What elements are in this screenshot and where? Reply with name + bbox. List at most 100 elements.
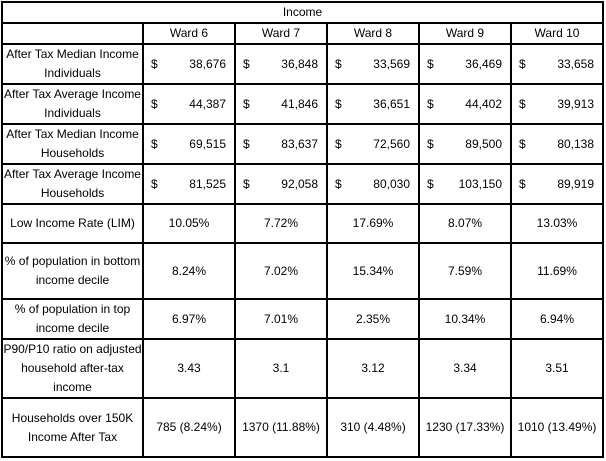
cell: 8.24% [142, 242, 236, 300]
table-row: After Tax Average Income Households $81,5… [1, 163, 605, 205]
cell-value: 44,387 [189, 96, 226, 111]
cell: $80,138 [509, 123, 605, 165]
currency-symbol: $ [427, 136, 434, 151]
cell: $36,848 [234, 43, 328, 85]
currency-cell-content: $83,637 [237, 135, 325, 154]
cell: 10.05% [142, 203, 236, 244]
row-label: Low Income Rate (LIM) [1, 203, 144, 244]
currency-symbol: $ [243, 136, 250, 151]
cell: $33,658 [509, 43, 605, 85]
cell-value: 81,525 [189, 176, 226, 191]
row-label: % of population in top income decile [1, 298, 144, 340]
cell: 3.51 [509, 338, 605, 399]
currency-cell-content: $33,658 [513, 55, 601, 74]
row-label: % of population in bottom income decile [1, 242, 144, 300]
table-title: Income [0, 1, 605, 24]
currency-cell-content: $72,560 [329, 135, 417, 154]
cell: 3.1 [234, 338, 328, 399]
cell-value: 89,500 [465, 136, 502, 151]
column-header-ward-7: Ward 7 [234, 22, 328, 45]
cell: 6.97% [142, 298, 236, 340]
column-header-ward-9: Ward 9 [418, 22, 512, 45]
row-label: After Tax Average Income Individuals [1, 83, 144, 125]
cell: $44,387 [142, 83, 236, 125]
currency-cell-content: $80,030 [329, 175, 417, 194]
cell-value: 92,058 [281, 176, 318, 191]
table-row: After Tax Average Income Individuals $44,… [1, 83, 605, 125]
column-header-ward-10: Ward 10 [509, 22, 605, 45]
cell-value: 69,515 [189, 136, 226, 151]
cell-value: 80,138 [557, 136, 595, 151]
currency-symbol: $ [151, 56, 158, 71]
cell-value: 72,560 [373, 136, 410, 151]
table-row: After Tax Median Income Households $69,51… [1, 123, 605, 165]
currency-symbol: $ [427, 56, 434, 71]
table-row: P90/P10 ratio on adjusted household afte… [1, 338, 605, 399]
currency-symbol: $ [335, 96, 342, 111]
cell: $39,913 [509, 83, 605, 125]
corner-blank-cell [1, 22, 144, 45]
cell: 7.59% [418, 242, 512, 300]
cell: $41,846 [234, 83, 328, 125]
cell-value: 41,846 [281, 96, 318, 111]
currency-cell-content: $103,150 [421, 175, 509, 194]
currency-cell-content: $36,651 [329, 95, 417, 114]
cell-value: 103,150 [458, 176, 502, 191]
currency-cell-content: $36,469 [421, 55, 509, 74]
currency-symbol: $ [427, 96, 434, 111]
cell: $33,569 [326, 43, 420, 85]
cell: $92,058 [234, 163, 328, 205]
cell-value: 83,637 [281, 136, 318, 151]
currency-symbol: $ [335, 136, 342, 151]
column-header-ward-8: Ward 8 [326, 22, 420, 45]
currency-symbol: $ [151, 176, 158, 191]
row-label: After Tax Median Income Households [1, 123, 144, 165]
cell-value: 89,919 [557, 176, 595, 191]
column-header-ward-6: Ward 6 [142, 22, 236, 45]
cell: 1230 (17.33%) [418, 397, 512, 458]
cell-value: 38,676 [189, 56, 226, 71]
cell: 3.34 [418, 338, 512, 399]
cell-value: 36,651 [373, 96, 410, 111]
cell-value: 33,569 [373, 56, 410, 71]
cell: $83,637 [234, 123, 328, 165]
currency-cell-content: $89,500 [421, 135, 509, 154]
currency-symbol: $ [335, 56, 342, 71]
cell: 17.69% [326, 203, 420, 244]
cell: $89,919 [509, 163, 605, 205]
cell: 11.69% [509, 242, 605, 300]
cell: 7.01% [234, 298, 328, 340]
currency-symbol: $ [243, 96, 250, 111]
currency-cell-content: $92,058 [237, 175, 325, 194]
cell: $80,030 [326, 163, 420, 205]
column-header-row: Ward 6 Ward 7 Ward 8 Ward 9 Ward 10 [1, 22, 605, 45]
row-label: P90/P10 ratio on adjusted household afte… [1, 338, 144, 399]
table-row: After Tax Median Income Individuals $38,6… [1, 43, 605, 85]
currency-cell-content: $41,846 [237, 95, 325, 114]
table-row: % of population in top income decile 6.97… [1, 298, 605, 340]
currency-cell-content: $69,515 [145, 135, 233, 154]
currency-cell-content: $81,525 [145, 175, 233, 194]
cell: 10.34% [418, 298, 512, 340]
table-row: Low Income Rate (LIM) 10.05% 7.72% 17.69% 8.… [1, 203, 605, 244]
cell: $103,150 [418, 163, 512, 205]
cell: 7.72% [234, 203, 328, 244]
currency-cell-content: $39,913 [513, 95, 601, 114]
cell: $44,402 [418, 83, 512, 125]
cell: $72,560 [326, 123, 420, 165]
cell-value: 39,913 [557, 96, 595, 111]
cell: 310 (4.48%) [326, 397, 420, 458]
cell: $69,515 [142, 123, 236, 165]
cell-value: 80,030 [373, 176, 410, 191]
currency-cell-content: $36,848 [237, 55, 325, 74]
table-row: Households over 150K Income After Tax 785… [1, 397, 605, 458]
cell: $38,676 [142, 43, 236, 85]
currency-cell-content: $38,676 [145, 55, 233, 74]
cell-value: 33,658 [557, 56, 595, 71]
currency-symbol: $ [243, 56, 250, 71]
cell: $81,525 [142, 163, 236, 205]
currency-symbol: $ [151, 136, 158, 151]
